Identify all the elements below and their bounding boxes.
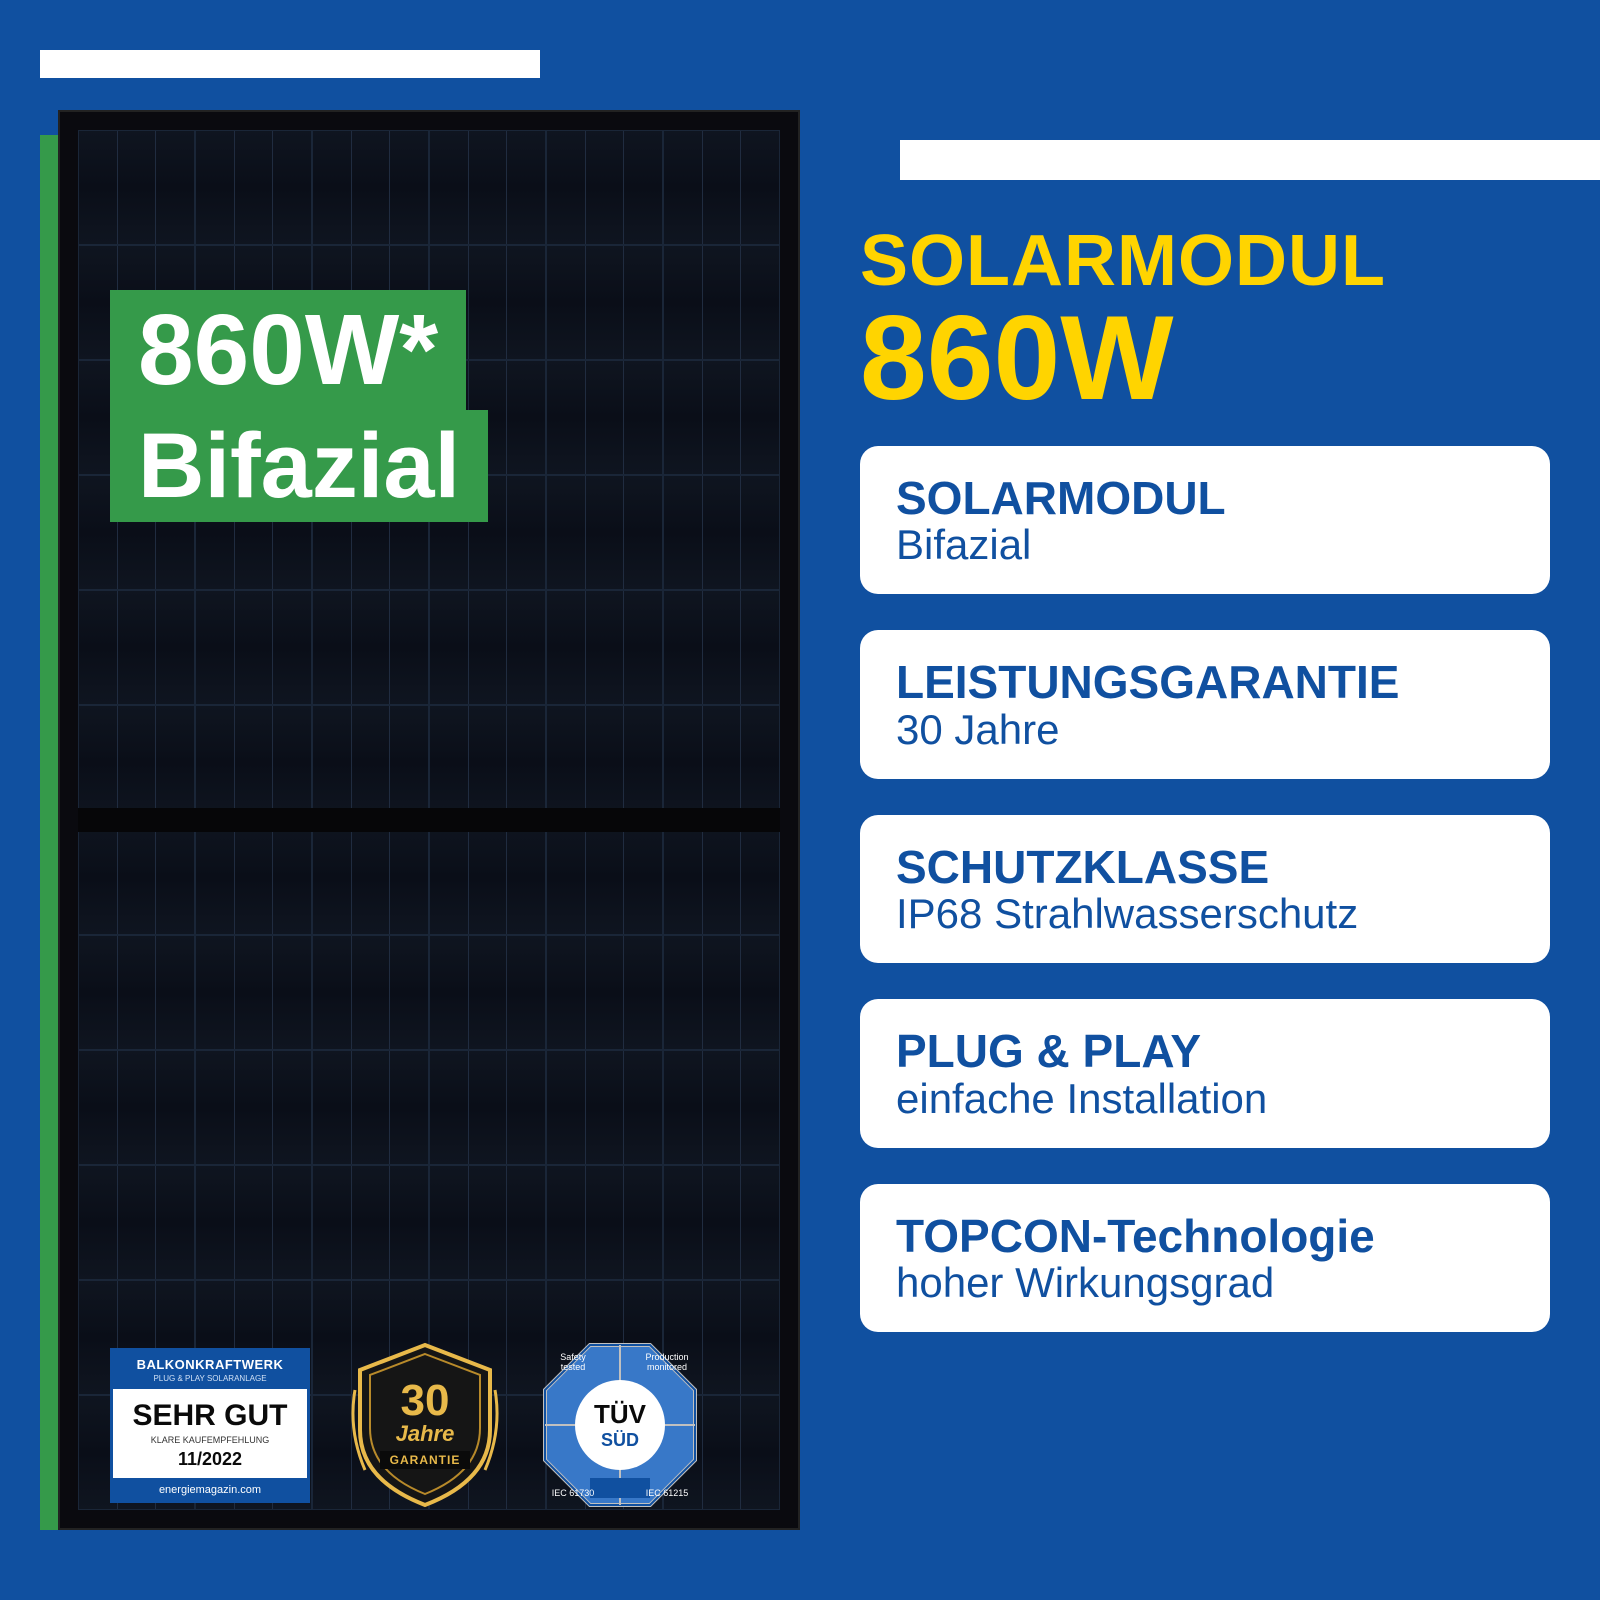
feature-card: SCHUTZKLASSEIP68 Strahlwasserschutz [860,815,1550,963]
solar-cell [546,245,663,360]
solar-cell [429,935,546,1050]
solar-cell [78,820,195,935]
decor-bar-top-right [900,140,1600,180]
overlay-wattage: 860W* [110,290,466,410]
solar-cell [195,130,312,245]
solar-cell [546,1050,663,1165]
headline-line1: SOLARMODUL [860,220,1550,302]
panel-mid-gap [78,808,780,832]
warranty-years-label: Jahre [396,1421,455,1447]
feature-card: SOLARMODULBifazial [860,446,1550,594]
solar-cell [429,1050,546,1165]
solar-cell [195,1050,312,1165]
tuv-label-br: IEC 61215 [642,1488,692,1498]
solar-cell [312,705,429,820]
feature-subtitle: 30 Jahre [896,707,1514,753]
solar-cell [663,820,780,935]
solar-cell [546,820,663,935]
solar-cell [546,590,663,705]
solar-cell [429,820,546,935]
warranty-years-number: 30 [401,1381,450,1421]
headline-line2: 860W [860,298,1550,418]
solar-cell [312,820,429,935]
solar-cell [546,705,663,820]
solar-cell [546,130,663,245]
solar-cell [429,1165,546,1280]
overlay-bifacial: Bifazial [110,410,488,522]
rating-badge-subheader: PLUG & PLAY SOLARANLAGE [113,1374,307,1389]
tuv-label-tr: Production monitored [642,1352,692,1372]
right-column: SOLARMODUL 860W SOLARMODULBifazialLEISTU… [860,220,1550,1368]
rating-badge-date: 11/2022 [113,1449,307,1480]
solar-cell [546,1165,663,1280]
solar-cell [312,935,429,1050]
solar-cell [663,705,780,820]
solar-cell [312,1165,429,1280]
solar-cell [312,130,429,245]
feature-title: TOPCON-Technologie [896,1212,1514,1260]
solar-panel-visual: 860W* Bifazial BALKONKRAFTWERK PLUG & PL… [40,110,800,1530]
features-list: SOLARMODULBifazial LEISTUNGSGARANTIE30 Ja… [860,446,1550,1332]
solar-cell [78,1165,195,1280]
tuv-circle: TÜV SÜD [575,1380,665,1470]
feature-subtitle: Bifazial [896,522,1514,568]
solar-cell [663,1050,780,1165]
solar-cell [195,935,312,1050]
solar-cell [429,590,546,705]
rating-badge-header: BALKONKRAFTWERK [113,1351,307,1374]
solar-cell [663,245,780,360]
solar-cell [78,590,195,705]
solar-cell [312,590,429,705]
solar-cell [78,1050,195,1165]
feature-subtitle: IP68 Strahlwasserschutz [896,891,1514,937]
solar-cell [663,475,780,590]
solar-cell [429,130,546,245]
solar-cell [546,935,663,1050]
solar-cell [78,935,195,1050]
solar-cell [78,130,195,245]
tuv-label-bl: IEC 61730 [548,1488,598,1498]
feature-title: SOLARMODUL [896,474,1514,522]
feature-title: PLUG & PLAY [896,1027,1514,1075]
badges-row: BALKONKRAFTWERK PLUG & PLAY SOLARANLAGE … [110,1340,700,1510]
decor-bar-top-left [40,50,540,78]
warranty-badge: 30 Jahre GARANTIE [350,1340,500,1510]
solar-cell [663,935,780,1050]
feature-subtitle: einfache Installation [896,1076,1514,1122]
solar-cell [663,130,780,245]
solar-cell [195,1165,312,1280]
solar-cell [663,1165,780,1280]
rating-badge-recommend: KLARE KAUFEMPFEHLUNG [113,1435,307,1449]
solar-cell [663,590,780,705]
tuv-sud-text: SÜD [601,1430,639,1451]
feature-card: TOPCON-Technologiehoher Wirkungsgrad [860,1184,1550,1332]
rating-badge-source: energiemagazin.com [113,1480,307,1500]
warranty-badge-text: 30 Jahre GARANTIE [350,1340,500,1510]
solar-cell [312,1050,429,1165]
feature-card: PLUG & PLAYeinfache Installation [860,999,1550,1147]
feature-subtitle: hoher Wirkungsgrad [896,1260,1514,1306]
solar-cell [663,360,780,475]
feature-card: LEISTUNGSGARANTIE30 Jahre [860,630,1550,778]
solar-cell [546,360,663,475]
solar-cell [195,590,312,705]
tuv-label-tl: Safety tested [548,1352,598,1372]
solar-cell [195,820,312,935]
tuv-main-text: TÜV [594,1399,646,1430]
solar-cell [78,705,195,820]
feature-title: LEISTUNGSGARANTIE [896,658,1514,706]
rating-badge: BALKONKRAFTWERK PLUG & PLAY SOLARANLAGE … [110,1348,310,1503]
solar-cell [195,705,312,820]
feature-title: SCHUTZKLASSE [896,843,1514,891]
rating-badge-score: SEHR GUT [113,1389,307,1435]
solar-cell [546,475,663,590]
tuv-badge: TÜV SÜD Safety tested Production monitor… [540,1340,700,1510]
warranty-guarantee-label: GARANTIE [380,1451,471,1469]
solar-cell [429,705,546,820]
